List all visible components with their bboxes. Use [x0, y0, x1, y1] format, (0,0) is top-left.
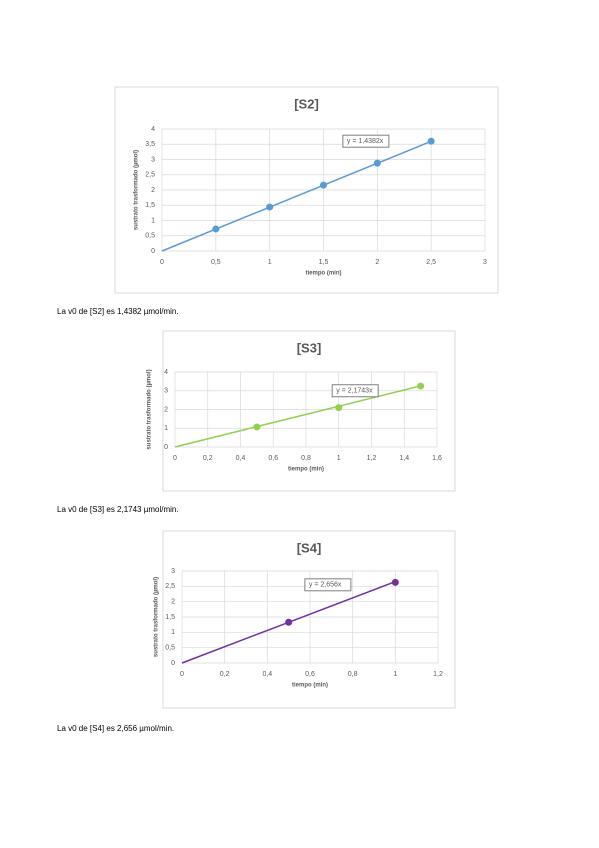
y-tick-label: 3,5 [145, 141, 155, 148]
trendline-label: y = 2,656x [309, 582, 342, 589]
data-point [320, 181, 327, 189]
x-tick-label: 1,6 [432, 455, 442, 462]
x-tick-label: 1 [393, 671, 397, 678]
paragraph: La v0 de [S3] es 2,1743 µmol/min. [57, 505, 179, 514]
x-tick-label: 1 [268, 259, 272, 266]
y-tick-label: 2 [164, 406, 168, 413]
y-tick-label: 1,5 [145, 202, 155, 209]
x-axis-title: tiempo (min) [288, 467, 324, 473]
x-tick-label: 0,5 [211, 259, 221, 266]
data-point [391, 578, 399, 586]
chart-title: [S2] [294, 96, 319, 111]
x-tick-label: 0,2 [220, 671, 230, 678]
x-axis-title: tiempo (min) [292, 683, 328, 689]
y-tick-label: 0 [164, 444, 168, 451]
chart-frame [162, 330, 456, 492]
y-tick-label: 2 [151, 187, 155, 194]
data-point [335, 404, 343, 412]
data-point [212, 225, 220, 233]
y-axis-title: sustrato trasformado (µmol) [154, 577, 160, 657]
trendline [174, 385, 421, 448]
data-point [373, 159, 381, 167]
x-tick-label: 1 [337, 455, 341, 462]
y-tick-label: 0 [171, 660, 175, 667]
data-point [285, 618, 293, 626]
y-tick-label: 2 [171, 599, 175, 606]
x-tick-label: 0,4 [262, 671, 272, 678]
x-tick-label: 0,6 [268, 455, 278, 462]
trendline-label: y = 2,1743x [336, 388, 373, 395]
x-tick-label: 0 [160, 259, 164, 266]
x-axis-title: tiempo (min) [306, 271, 342, 277]
x-tick-label: 0,8 [301, 455, 311, 462]
chart: [S3] 0 1 2 3 4 0 0,2 0,4 0,6 0,8 1 1,2 1,4 1,6 tiempo (… [147, 330, 456, 492]
chart-frame [162, 530, 456, 709]
x-tick-label: 0,6 [305, 671, 315, 678]
y-tick-label: 3 [164, 388, 168, 395]
x-tick-label: 2 [375, 259, 379, 266]
data-point [427, 137, 435, 145]
y-tick-label: 3 [171, 568, 175, 575]
y-tick-label: 1,5 [165, 614, 175, 621]
trendline [161, 140, 432, 252]
chart: [S2] 0 0,5 1 1,5 2 2,5 3 3,5 4 0 0,5 1 1,5 2 2,5 3 tiempo… [114, 86, 499, 294]
y-tick-label: 4 [164, 369, 168, 376]
x-tick-label: 0 [173, 455, 177, 462]
y-tick-label: 2,5 [145, 172, 155, 179]
y-tick-label: 1 [151, 217, 155, 224]
x-tick-label: 1,5 [319, 259, 329, 266]
y-tick-label: 1 [164, 425, 168, 432]
trendline-label-box [304, 578, 352, 592]
y-tick-label: 0 [151, 248, 155, 255]
y-tick-label: 2,5 [165, 583, 175, 590]
chart-title: [S3] [297, 340, 322, 355]
y-tick-label: 0,5 [165, 645, 175, 652]
y-tick-label: 3 [151, 156, 155, 163]
y-tick-label: 0,5 [145, 233, 155, 240]
x-tick-label: 3 [483, 259, 487, 266]
x-tick-label: 1,2 [367, 455, 377, 462]
x-tick-label: 0 [180, 671, 184, 678]
data-point [417, 382, 425, 390]
trendline-label: y = 1,4382x [347, 138, 384, 145]
trendline-label-box [342, 134, 390, 148]
chart: [S4] 0 0,5 1 1,5 2 2,5 3 0 0,2 0,4 0,6 0,8 1 1,2 tiempo… [154, 530, 456, 709]
data-point [253, 423, 261, 431]
x-tick-label: 2,5 [426, 259, 436, 266]
x-tick-label: 0,8 [348, 671, 358, 678]
x-tick-label: 0,2 [203, 455, 213, 462]
trendline-label-box [331, 384, 379, 398]
data-point [266, 203, 274, 211]
x-tick-label: 0,4 [236, 455, 246, 462]
y-axis-title: sustrato trasformado (µmol) [147, 369, 153, 449]
chart-title: [S4] [297, 540, 322, 555]
paragraph: La v0 de [S4] es 2,656 µmol/min. [57, 724, 174, 733]
x-tick-label: 1,2 [433, 671, 443, 678]
y-tick-label: 1 [171, 629, 175, 636]
paragraph: La v0 de [S2] es 1,4382 µmol/min. [57, 307, 179, 316]
y-axis-title: sustrato trasformado (µmol) [134, 150, 140, 230]
y-tick-label: 4 [151, 126, 155, 133]
x-tick-label: 1,4 [399, 455, 409, 462]
